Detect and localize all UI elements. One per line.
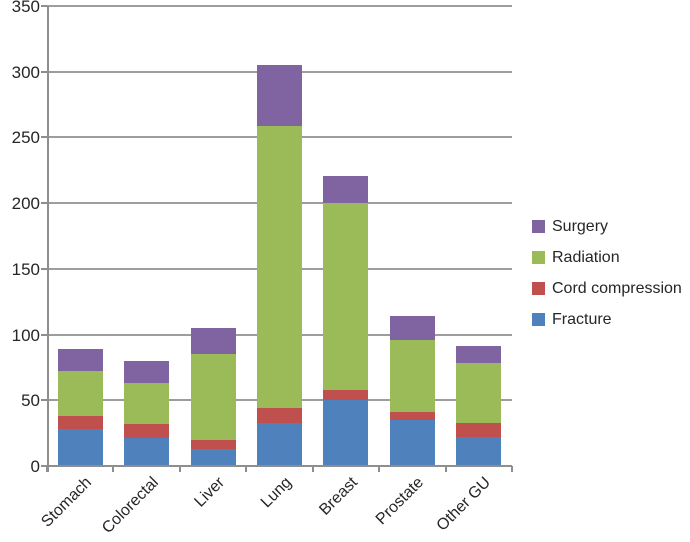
y-tick-350 [41,5,47,7]
y-axis-tick-label: 100 [11,325,40,345]
x-tick [511,466,513,472]
bar-segment-fracture-liver [190,448,236,466]
y-axis-tick-label: 200 [11,194,40,214]
bar-segment-radiation-prostate [389,339,435,413]
bar-segment-cord-compression-lung [257,408,302,423]
x-tick [46,466,48,472]
x-tick [178,466,181,472]
x-axis-tick-label: Stomach [38,474,96,531]
bar-segment-surgery-colorectal [124,360,170,384]
legend-item-fracture: Fracture [532,304,682,335]
y-axis-line [47,6,49,472]
y-tick-200 [41,202,47,205]
bar-segment-fracture-prostate [389,420,435,466]
legend-label-radiation: Radiation [552,248,620,266]
bar-segment-fracture-breast [323,400,369,466]
bar-segment-fracture-lung [257,422,302,466]
y-tick-150 [41,267,47,270]
legend-swatch-cord-compression [532,282,545,295]
bar-segment-surgery-lung [257,65,302,126]
y-axis-tick-label: 250 [11,128,40,148]
y-tick-50 [41,399,47,402]
bar-segment-cord-compression-prostate [389,412,435,420]
legend-item-cord-compression: Cord compression [532,273,682,304]
y-axis-tick-label: 300 [11,62,40,82]
x-tick [378,466,381,472]
legend-swatch-fracture [532,313,545,326]
x-tick [245,466,248,472]
gridline-350 [47,5,512,7]
y-axis-tick-label: 150 [11,259,40,279]
bar-segment-fracture-stomach [57,429,103,466]
legend-label-cord-compression: Cord compression [552,279,682,297]
x-tick [112,466,115,472]
legend: Surgery Radiation Cord compression Fracture [532,211,682,335]
legend-swatch-radiation [532,251,545,264]
legend-swatch-surgery [532,220,545,233]
bar-segment-fracture-other-gu [456,437,502,466]
bar-segment-surgery-other-gu [456,346,502,364]
x-tick [444,466,447,472]
legend-item-surgery: Surgery [532,211,682,242]
y-tick-0 [41,465,47,467]
y-axis-tick-label: 350 [11,0,40,16]
bar-segment-radiation-colorectal [124,383,170,424]
bar-segment-radiation-breast [323,203,369,390]
bar-segment-cord-compression-stomach [57,416,103,430]
bar-segment-surgery-liver [190,328,236,355]
x-tick [311,466,314,472]
bar-segment-surgery-stomach [57,349,103,372]
y-axis-tick-label: 0 [30,457,40,476]
x-axis-line [47,465,512,467]
y-tick-100 [41,333,47,336]
bar-segment-radiation-lung [257,125,302,409]
y-tick-250 [41,136,47,139]
y-axis-tick-label: 50 [21,391,40,411]
bar-segment-radiation-other-gu [456,363,502,423]
bar-segment-radiation-stomach [57,371,103,417]
legend-item-radiation: Radiation [532,242,682,273]
bar-segment-cord-compression-breast [323,389,369,401]
bar-segment-cord-compression-liver [190,439,236,449]
bar-segment-radiation-liver [190,354,236,440]
legend-label-surgery: Surgery [552,217,609,235]
bar-segment-surgery-prostate [389,316,435,340]
legend-label-fracture: Fracture [552,310,612,328]
y-tick-300 [41,70,47,73]
bar-segment-surgery-breast [323,175,369,204]
bar-segment-cord-compression-colorectal [124,423,170,439]
bar-segment-fracture-colorectal [124,438,170,466]
bar-segment-cord-compression-other-gu [456,422,502,438]
